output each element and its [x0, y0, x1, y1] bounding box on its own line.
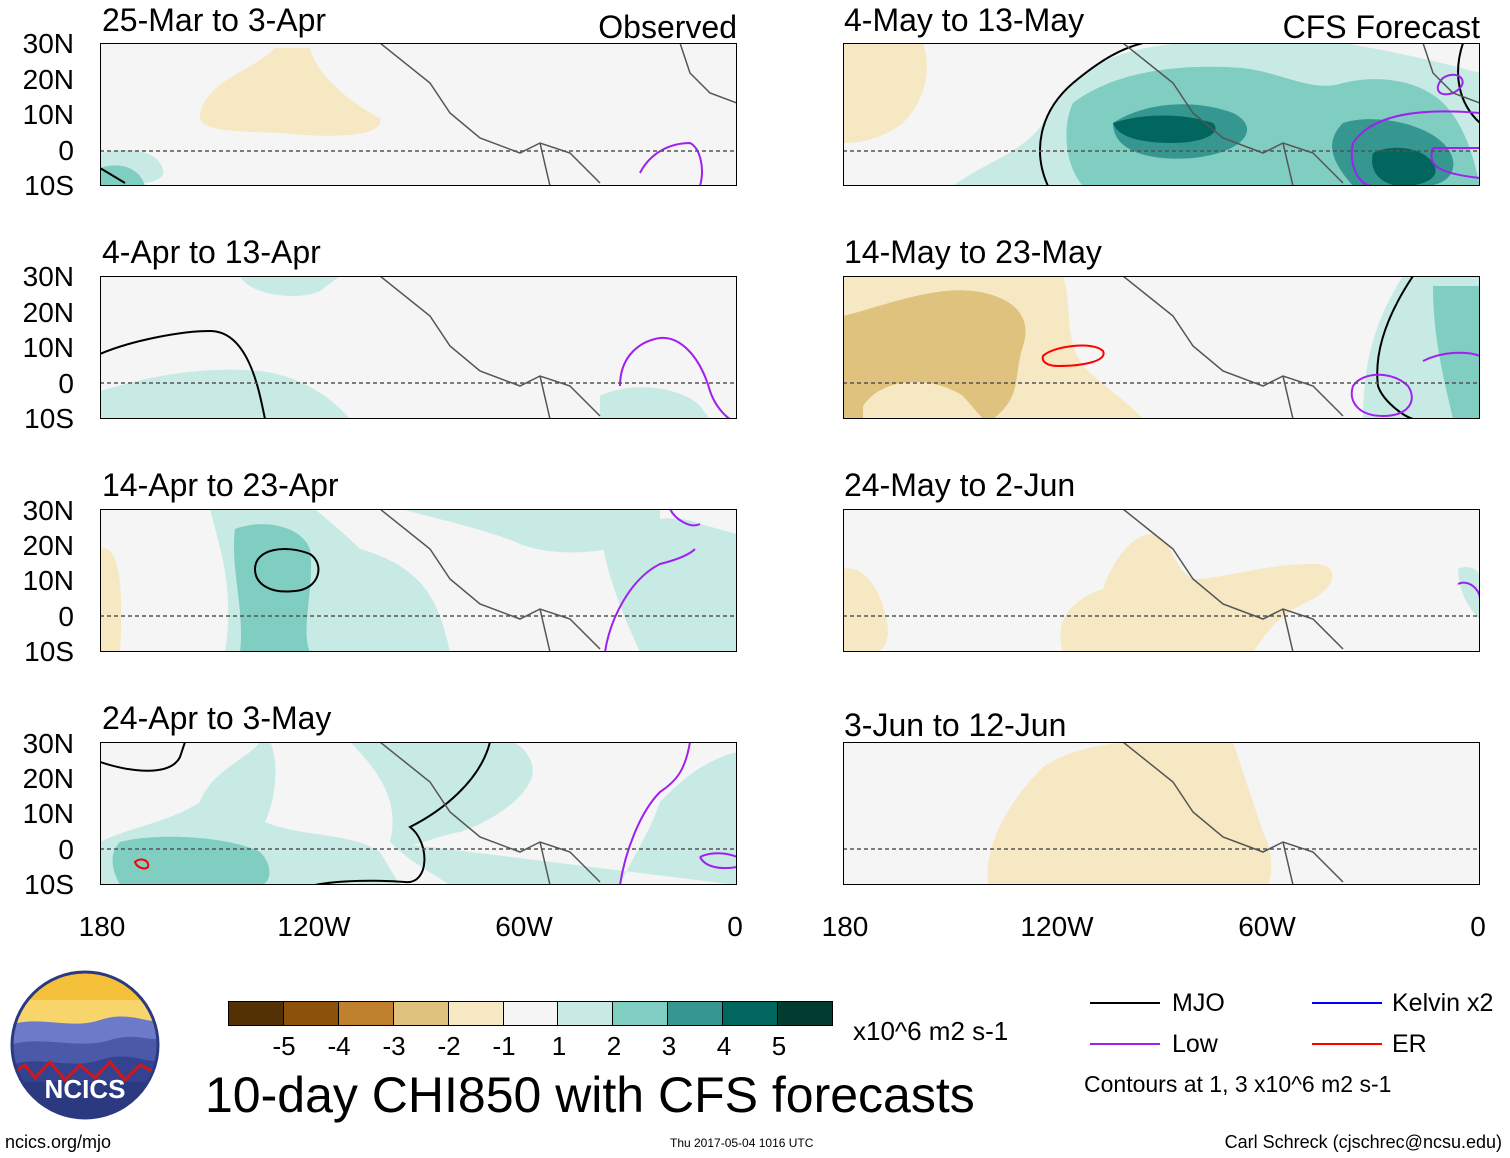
- map-panel-forecast-5: [843, 43, 1480, 186]
- legend-label-low: Low: [1172, 1030, 1218, 1058]
- lon-label-120w: 120W: [277, 911, 351, 942]
- colorbar-label: -5: [272, 1031, 296, 1061]
- lon-label-60w: 60W: [495, 911, 553, 942]
- lon-label-60w: 60W: [1238, 911, 1296, 942]
- panel-title: 3-Jun to 12-Jun: [844, 707, 1067, 743]
- legend-line-er: [1312, 1043, 1382, 1045]
- legend-label-kelvin: Kelvin x2: [1392, 989, 1494, 1017]
- lon-label-180: 180: [821, 911, 869, 942]
- lat-label-10s: 10S: [24, 403, 74, 434]
- colorbar-label: 2: [606, 1031, 622, 1061]
- colorbar-swatch: [338, 1002, 394, 1025]
- map-panel-observed-2: [100, 276, 737, 419]
- lon-label-0: 0: [727, 911, 743, 942]
- lat-label-30n: 30N: [22, 28, 74, 59]
- map-panel-forecast-6: [843, 276, 1480, 419]
- lat-label-0: 0: [58, 601, 74, 632]
- panel-title: 25-Mar to 3-Apr: [102, 2, 327, 38]
- lat-label-0: 0: [58, 834, 74, 865]
- colorbar-swatch: [723, 1002, 779, 1025]
- colorbar-swatch: [283, 1002, 339, 1025]
- lat-label-10n: 10N: [22, 99, 74, 130]
- lat-label-30n: 30N: [22, 261, 74, 292]
- map-panel-observed-3: [100, 509, 737, 652]
- contour-note: Contours at 1, 3 x10^6 m2 s-1: [1084, 1071, 1392, 1097]
- panel-title: 24-Apr to 3-May: [102, 700, 332, 736]
- ncics-logo: NCICS: [10, 970, 160, 1120]
- lat-label-10n: 10N: [22, 565, 74, 596]
- colorbar-swatch: [393, 1002, 449, 1025]
- lat-label-30n: 30N: [22, 728, 74, 759]
- lat-label-10n: 10N: [22, 798, 74, 829]
- map-panel-forecast-7: [843, 509, 1480, 652]
- cfs-forecast-label: CFS Forecast: [1282, 9, 1480, 45]
- colorbar-label: -3: [382, 1031, 406, 1061]
- lat-label-20n: 20N: [22, 763, 74, 794]
- panel-title: 24-May to 2-Jun: [844, 467, 1076, 503]
- colorbar-label: 4: [716, 1031, 732, 1061]
- colorbar-label: 3: [661, 1031, 677, 1061]
- legend-line-kelvin: [1312, 1002, 1382, 1004]
- lat-label-30n: 30N: [22, 495, 74, 526]
- lon-label-120w: 120W: [1020, 911, 1094, 942]
- footer-timestamp: Thu 2017-05-04 1016 UTC: [670, 1136, 814, 1150]
- footer-author: Carl Schreck (cjschrec@ncsu.edu): [1224, 1132, 1502, 1152]
- colorbar: [228, 1001, 833, 1026]
- colorbar-swatch: [558, 1002, 614, 1025]
- lat-label-20n: 20N: [22, 297, 74, 328]
- colorbar-units: x10^6 m2 s-1: [853, 1016, 1009, 1046]
- map-panel-observed-1: [100, 43, 737, 186]
- panel-title: 4-Apr to 13-Apr: [102, 234, 321, 270]
- lat-label-10s: 10S: [24, 869, 74, 900]
- colorbar-label: 1: [551, 1031, 567, 1061]
- map-panel-forecast-8: [843, 742, 1480, 885]
- colorbar-swatch: [778, 1002, 832, 1025]
- colorbar-label: -4: [327, 1031, 351, 1061]
- panel-title: 14-Apr to 23-Apr: [102, 467, 339, 503]
- footer-url[interactable]: ncics.org/mjo: [5, 1132, 112, 1152]
- colorbar-swatch: [448, 1002, 504, 1025]
- lat-label-20n: 20N: [22, 530, 74, 561]
- map-panel-observed-4: [100, 742, 737, 885]
- main-title: 10-day CHI850 with CFS forecasts: [205, 1067, 975, 1123]
- colorbar-swatch: [229, 1002, 284, 1025]
- colorbar-swatch: [668, 1002, 724, 1025]
- colorbar-swatch: [503, 1002, 559, 1025]
- legend-label-er: ER: [1392, 1030, 1427, 1058]
- lat-label-0: 0: [58, 368, 74, 399]
- colorbar-label: -2: [437, 1031, 461, 1061]
- lon-label-0: 0: [1470, 911, 1486, 942]
- lat-label-10s: 10S: [24, 636, 74, 667]
- colorbar-label: -1: [492, 1031, 516, 1061]
- lat-label-10s: 10S: [24, 170, 74, 201]
- legend-line-mjo: [1090, 1002, 1160, 1004]
- lat-label-0: 0: [58, 135, 74, 166]
- observed-label: Observed: [598, 9, 737, 45]
- panel-title: 4-May to 13-May: [844, 2, 1085, 38]
- panel-title: 14-May to 23-May: [844, 234, 1102, 270]
- colorbar-swatch: [613, 1002, 669, 1025]
- colorbar-label: 5: [771, 1031, 787, 1061]
- lat-label-10n: 10N: [22, 332, 74, 363]
- legend-label-mjo: MJO: [1172, 989, 1225, 1017]
- legend-line-low: [1090, 1043, 1160, 1045]
- lat-label-20n: 20N: [22, 64, 74, 95]
- logo-text: NCICS: [45, 1074, 126, 1104]
- lon-label-180: 180: [78, 911, 126, 942]
